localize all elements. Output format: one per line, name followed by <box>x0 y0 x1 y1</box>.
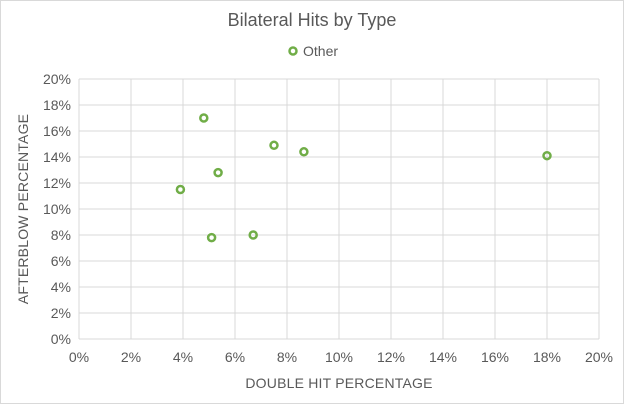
chart-title: Bilateral Hits by Type <box>228 10 397 30</box>
data-point <box>199 113 209 123</box>
y-tick-label: 18% <box>43 97 71 113</box>
y-tick-label: 14% <box>43 149 71 165</box>
y-tick-label: 10% <box>43 201 71 217</box>
y-axis-title: AFTERBLOW PERCENTAGE <box>15 114 31 304</box>
y-axis: 0% 2% 4% 6% 8% 10% 12% 14% 16% 18% 20% <box>43 71 71 347</box>
data-point <box>175 184 186 195</box>
x-tick-label: 10% <box>325 349 353 365</box>
data-point <box>213 167 223 178</box>
y-tick-label: 0% <box>51 331 71 347</box>
y-tick-label: 8% <box>51 227 71 243</box>
data-point <box>206 232 217 243</box>
x-tick-label: 14% <box>429 349 457 365</box>
y-tick-label: 6% <box>51 253 71 269</box>
gridlines <box>78 78 600 340</box>
y-tick-label: 4% <box>51 279 71 295</box>
data-point <box>299 147 309 157</box>
data-points <box>175 113 552 243</box>
data-point <box>269 140 279 151</box>
x-tick-label: 16% <box>481 349 509 365</box>
y-tick-label: 20% <box>43 71 71 87</box>
x-axis-title: DOUBLE HIT PERCENTAGE <box>245 375 432 391</box>
x-tick-label: 20% <box>585 349 613 365</box>
data-point <box>542 150 552 161</box>
y-tick-label: 12% <box>43 175 71 191</box>
x-tick-label: 8% <box>277 349 297 365</box>
x-tick-label: 18% <box>533 349 561 365</box>
x-tick-label: 4% <box>173 349 193 365</box>
y-tick-label: 16% <box>43 123 71 139</box>
x-axis: 0% 2% 4% 6% 8% 10% 12% 14% 16% 18% 20% <box>69 349 613 365</box>
x-tick-label: 12% <box>377 349 405 365</box>
x-tick-label: 0% <box>69 349 89 365</box>
legend-label: Other <box>303 43 338 59</box>
y-tick-label: 2% <box>51 305 71 321</box>
x-tick-label: 6% <box>225 349 245 365</box>
x-tick-label: 2% <box>121 349 141 365</box>
legend-marker <box>288 46 298 56</box>
legend: Other <box>288 43 338 59</box>
data-point <box>248 230 258 240</box>
